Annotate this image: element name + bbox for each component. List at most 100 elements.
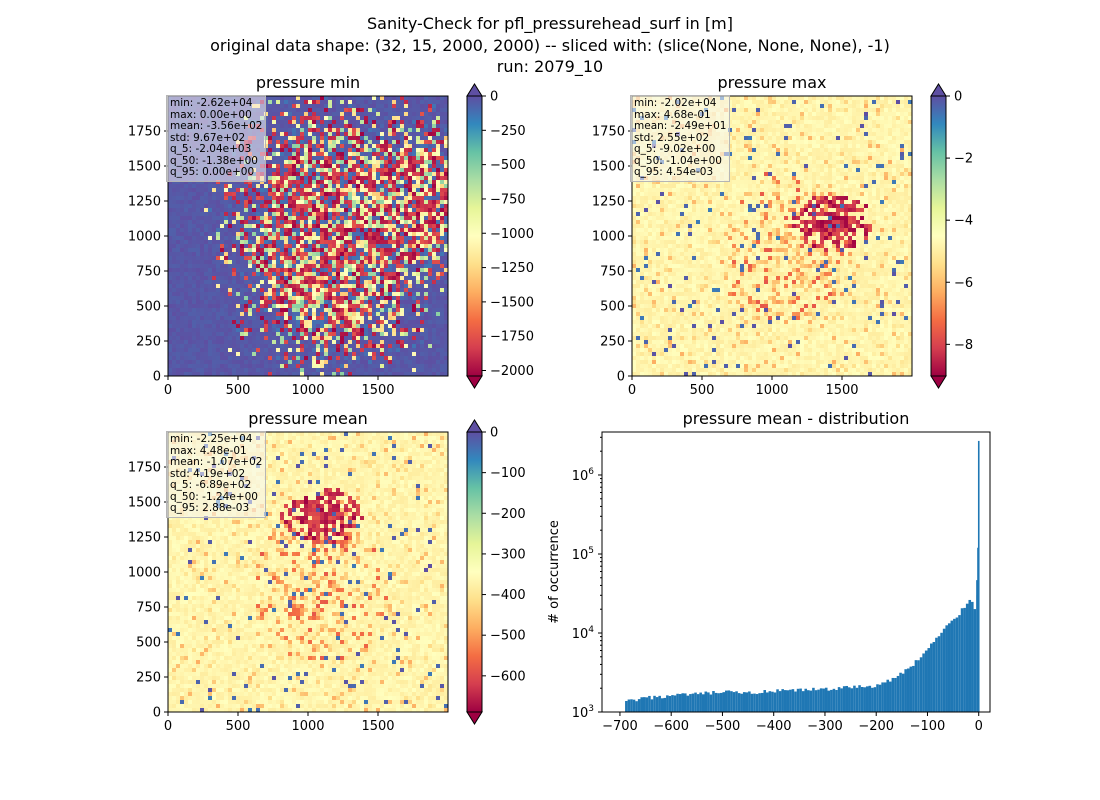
histogram-bar xyxy=(850,688,854,712)
y-tick-label: 250 xyxy=(600,335,625,350)
x-tick-label: 1000 xyxy=(755,383,788,398)
histogram-bar xyxy=(791,689,795,712)
histogram-bar xyxy=(666,695,669,712)
stats-box-pressure-min: min: -2.62e+04 max: 0.00e+00 mean: -3.56… xyxy=(166,95,267,182)
x-tick-label: −500 xyxy=(705,719,741,734)
histogram-bar xyxy=(643,697,646,712)
x-tick-label: −400 xyxy=(756,719,792,734)
histogram-bar xyxy=(812,687,815,712)
y-tick-label: 103 xyxy=(572,704,594,721)
histogram-bars xyxy=(625,440,980,712)
histogram-bar xyxy=(768,691,772,712)
histogram-bar xyxy=(863,687,866,712)
x-tick-label: 0 xyxy=(164,719,172,734)
colorbar-tick-label: −4 xyxy=(954,214,973,229)
y-tick-label: 1000 xyxy=(128,566,161,581)
histogram-bar xyxy=(745,692,749,712)
colorbar-tick-label: −8 xyxy=(954,338,973,353)
histogram-bar xyxy=(766,692,769,712)
histogram-bar xyxy=(904,669,907,712)
histogram-bar xyxy=(671,695,674,712)
histogram-bar xyxy=(950,620,954,712)
x-tick-label: 0 xyxy=(975,719,983,734)
histogram-bar xyxy=(958,615,961,712)
histogram-bar xyxy=(871,687,874,712)
colorbar-tick-label: −600 xyxy=(490,669,526,684)
colorbar-extend-bottom xyxy=(466,711,483,725)
histogram-bar xyxy=(935,637,938,712)
histogram-bar xyxy=(865,686,869,712)
x-tick-label: −100 xyxy=(910,719,946,734)
y-tick-label: 0 xyxy=(617,370,625,385)
colorbar-tick-label: −500 xyxy=(490,158,526,173)
histogram-bar xyxy=(896,675,900,712)
histogram-bar xyxy=(924,650,928,712)
histogram-bar xyxy=(778,691,782,712)
histogram-bar xyxy=(701,694,705,712)
x-tick-label: −600 xyxy=(653,719,689,734)
histogram-bar xyxy=(822,688,825,712)
histogram-bar xyxy=(945,625,948,712)
histogram-bar xyxy=(637,699,641,712)
histogram-bar xyxy=(653,695,656,712)
histogram-bar xyxy=(853,685,856,712)
colorbar-extend-top xyxy=(930,83,947,97)
histogram-bar xyxy=(840,688,843,712)
y-tick-label: 0 xyxy=(153,370,161,385)
histogram-bar xyxy=(932,641,936,712)
colorbar-1 xyxy=(930,95,947,377)
histogram-bar xyxy=(914,660,918,712)
histogram-bar xyxy=(801,691,805,712)
histogram-bar xyxy=(742,692,746,712)
histogram-bar xyxy=(786,690,790,712)
y-tick-label: 1000 xyxy=(592,230,625,245)
histogram-bar xyxy=(645,697,649,712)
x-tick-label: 1500 xyxy=(825,383,858,398)
histogram-bar xyxy=(727,690,731,712)
histogram-bar xyxy=(691,693,695,712)
x-tick-label: 0 xyxy=(628,383,636,398)
colorbar-tick-label: −2000 xyxy=(490,364,534,379)
histogram-bar xyxy=(707,692,710,712)
histogram-bar xyxy=(699,692,702,712)
histogram-bar xyxy=(755,694,759,712)
histogram-bar xyxy=(855,687,859,712)
x-tick-label: 1000 xyxy=(291,383,324,398)
colorbar-tick-label: 0 xyxy=(490,90,498,105)
x-tick-label: 0 xyxy=(164,383,172,398)
y-tick-label: 1500 xyxy=(592,160,625,175)
histogram-bar xyxy=(676,693,679,712)
histogram-bar xyxy=(627,699,631,712)
colorbar-extend-bottom xyxy=(466,375,483,389)
histogram-bar xyxy=(730,691,733,712)
histogram-bar xyxy=(717,693,720,712)
histogram-bar xyxy=(809,690,813,712)
histogram-bar xyxy=(883,682,887,712)
histogram-bar xyxy=(971,601,974,712)
x-tick-label: 1000 xyxy=(291,719,324,734)
y-tick-label: 750 xyxy=(136,265,161,280)
histogram-bar xyxy=(937,636,941,712)
histogram-bar xyxy=(860,686,864,712)
histogram-bar xyxy=(886,679,890,712)
panel-title-0: pressure min xyxy=(256,73,360,92)
histogram-bar xyxy=(625,700,628,712)
y-tick-label: 104 xyxy=(572,625,595,642)
histogram-bar xyxy=(796,688,800,712)
histogram-bar xyxy=(819,688,823,712)
histogram-bar xyxy=(678,694,682,712)
histogram-bar xyxy=(899,672,902,712)
histogram-bar xyxy=(632,699,636,712)
histogram-bar xyxy=(684,693,687,712)
histogram-bar xyxy=(737,693,741,712)
histogram-bar xyxy=(942,628,946,712)
y-tick-label: 106 xyxy=(572,467,595,484)
y-tick-label: 1250 xyxy=(592,195,625,210)
histogram-bar xyxy=(732,692,736,712)
colorbar-tick-label: 0 xyxy=(490,426,498,441)
histogram-bar xyxy=(696,694,700,712)
colorbar-tick-label: 0 xyxy=(954,90,962,105)
colorbar-0 xyxy=(466,95,483,377)
colorbar-tick-label: −750 xyxy=(490,192,526,207)
panel-title-2: pressure mean xyxy=(248,409,368,428)
